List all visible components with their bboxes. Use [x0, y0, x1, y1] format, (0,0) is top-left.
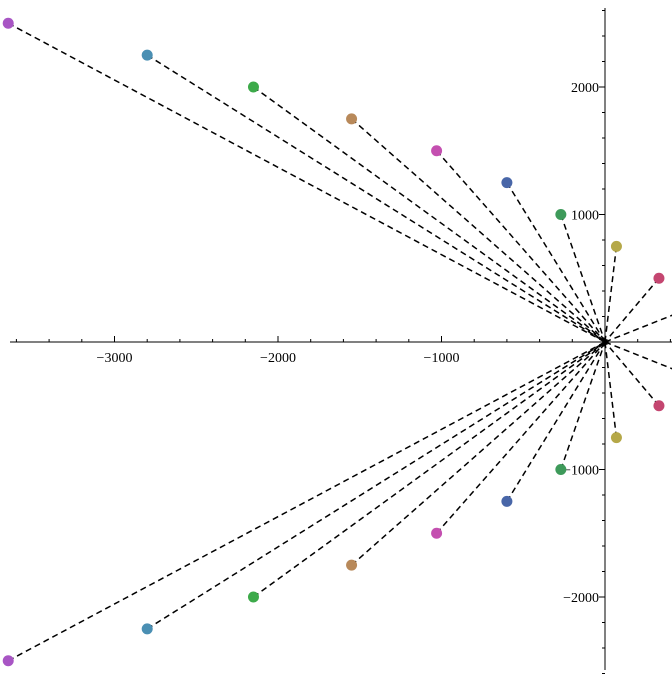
connector-line: [560, 341, 606, 470]
data-point: [653, 400, 665, 412]
connector-line: [436, 150, 606, 343]
connector-line: [253, 86, 606, 343]
data-point: [141, 49, 153, 61]
connector-line: [604, 314, 672, 343]
connector-line: [604, 246, 618, 343]
data-point: [610, 432, 622, 444]
data-points: [2, 17, 665, 667]
connector-line: [604, 277, 660, 343]
data-point: [501, 177, 513, 189]
data-point: [431, 145, 443, 157]
data-point: [247, 591, 259, 603]
axis-ticks: −3000 −2000 −1000 2000 1000 −1000 −2000: [15, 10, 671, 674]
connector-line: [604, 341, 660, 407]
connector-line: [506, 182, 606, 343]
connector-line: [146, 341, 606, 630]
data-point: [141, 623, 153, 635]
data-point: [346, 113, 358, 125]
connector-line: [604, 341, 672, 370]
connector-line: [560, 214, 606, 343]
data-point: [653, 272, 665, 284]
axes: [10, 8, 672, 670]
connector-line: [253, 341, 606, 598]
y-tick-label: 2000: [571, 81, 599, 96]
data-point: [610, 240, 622, 252]
x-tick-label: −1000: [424, 351, 460, 366]
data-point: [431, 527, 443, 539]
connector-lines: [7, 22, 672, 662]
y-tick-label: −2000: [563, 591, 599, 606]
connector-line: [7, 22, 606, 343]
connector-line: [351, 341, 606, 566]
data-point: [2, 17, 14, 29]
connector-line: [351, 118, 606, 343]
data-point: [2, 655, 14, 667]
y-tick-label: −1000: [563, 464, 599, 479]
connector-line: [146, 54, 606, 343]
data-point: [501, 495, 513, 507]
x-tick-label: −2000: [260, 351, 296, 366]
data-point: [346, 559, 358, 571]
connector-line: [7, 341, 606, 662]
connector-line: [604, 341, 618, 438]
data-point: [555, 464, 567, 475]
connector-line: [506, 341, 606, 502]
y-tick-label: 1000: [571, 209, 599, 224]
data-point: [555, 209, 567, 220]
connector-line: [436, 341, 606, 534]
data-point: [247, 81, 259, 93]
x-tick-label: −3000: [97, 351, 133, 366]
